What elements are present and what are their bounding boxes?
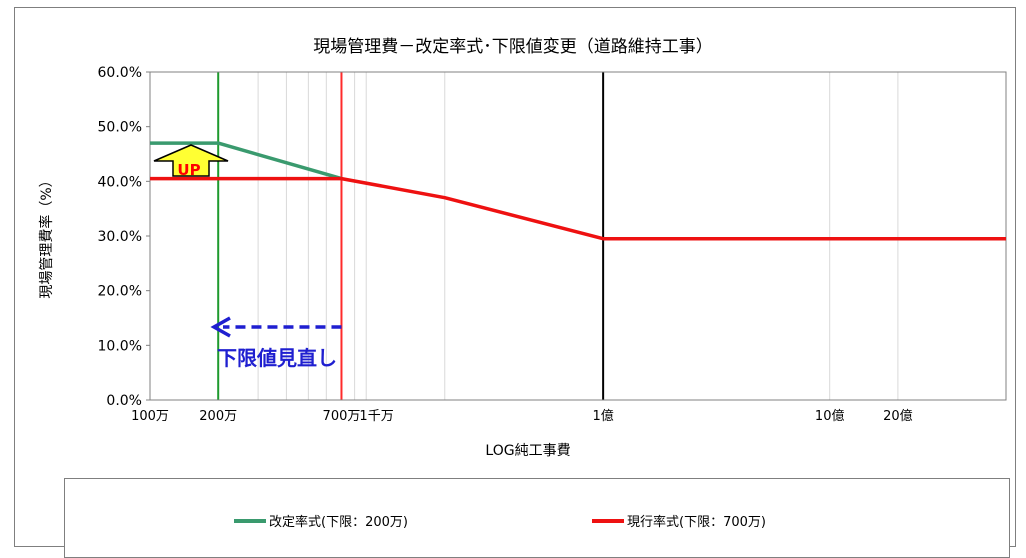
y-tick-label-6: 60.0% [98, 65, 142, 81]
series-line-1 [150, 176, 1006, 241]
arrow-left-icon [210, 316, 231, 338]
up-label: UP [177, 161, 200, 179]
y-tick-label-3: 30.0% [98, 229, 142, 245]
legend-swatch-revised [234, 518, 266, 523]
y-tick-label-2: 20.0% [98, 284, 142, 300]
x-tick-label-0: 100万 [131, 409, 169, 424]
lower-limit-label: 下限値見直し [217, 346, 337, 370]
x-tick-label-2: 700万 [323, 409, 361, 424]
legend: 改定率式(下限：200万) 現行率式(下限：700万) [64, 478, 1010, 558]
x-tick-label-5: 10億 [815, 408, 845, 424]
y-tick-label-1: 10.0% [98, 338, 142, 354]
x-tick-label-6: 20億 [883, 408, 913, 424]
legend-label-revised: 改定率式(下限：200万) [269, 515, 408, 530]
legend-label-current: 現行率式(下限：700万) [627, 515, 766, 530]
x-axis-label: LOG純工事費 [485, 443, 570, 459]
y-tick-label-5: 50.0% [98, 120, 142, 136]
legend-item-current: 現行率式(下限：700万) [592, 511, 766, 530]
chart-title: 現場管理費－改定率式･下限値変更（道路維持工事） [313, 37, 713, 57]
x-tick-label-3: 1千万 [359, 409, 393, 424]
legend-item-revised: 改定率式(下限：200万) [234, 511, 408, 530]
legend-swatch-current [592, 518, 624, 523]
chart-frame [14, 7, 1016, 547]
y-tick-label-0: 0.0% [106, 393, 142, 409]
x-tick-label-1: 200万 [199, 409, 237, 424]
series-line-0 [150, 141, 342, 181]
up-arrow-icon [153, 144, 229, 177]
x-tick-label-4: 1億 [592, 408, 613, 424]
y-axis-label: 現場管理費率（%） [38, 173, 55, 298]
y-tick-label-4: 40.0% [98, 174, 142, 190]
